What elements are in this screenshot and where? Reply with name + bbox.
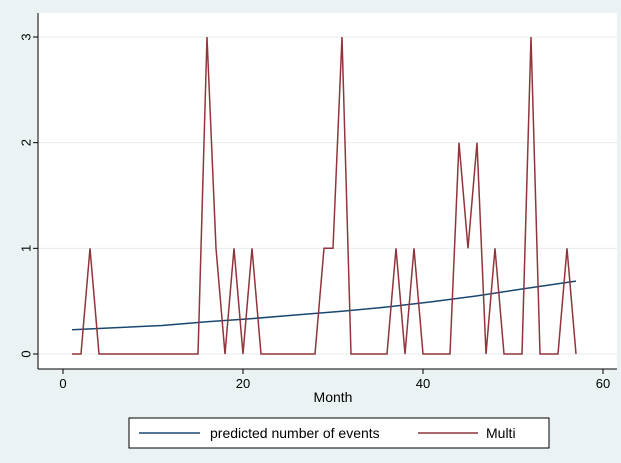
ticks: 0 1 2 3 0 20 40 60 <box>18 33 610 391</box>
x-tick-label-60: 60 <box>596 376 610 391</box>
axes <box>37 13 617 370</box>
plot-area <box>38 13 617 369</box>
y-tick-label-1: 1 <box>18 245 33 252</box>
x-axis-title: Month <box>314 389 353 405</box>
y-tick-label-2: 2 <box>18 139 33 146</box>
x-tick-label-40: 40 <box>416 376 430 391</box>
legend-label-predicted: predicted number of events <box>210 425 380 441</box>
x-tick-label-0: 0 <box>59 376 66 391</box>
x-tick-label-20: 20 <box>236 376 250 391</box>
series-line-predicted <box>71 280 577 331</box>
series-group <box>71 36 577 355</box>
legend-label-multi: Multi <box>486 425 516 441</box>
series-line-multi <box>72 36 577 355</box>
y-tick-label-0: 0 <box>18 350 33 357</box>
legend: predicted number of events Multi <box>128 417 550 449</box>
y-tick-label-3: 3 <box>18 33 33 40</box>
